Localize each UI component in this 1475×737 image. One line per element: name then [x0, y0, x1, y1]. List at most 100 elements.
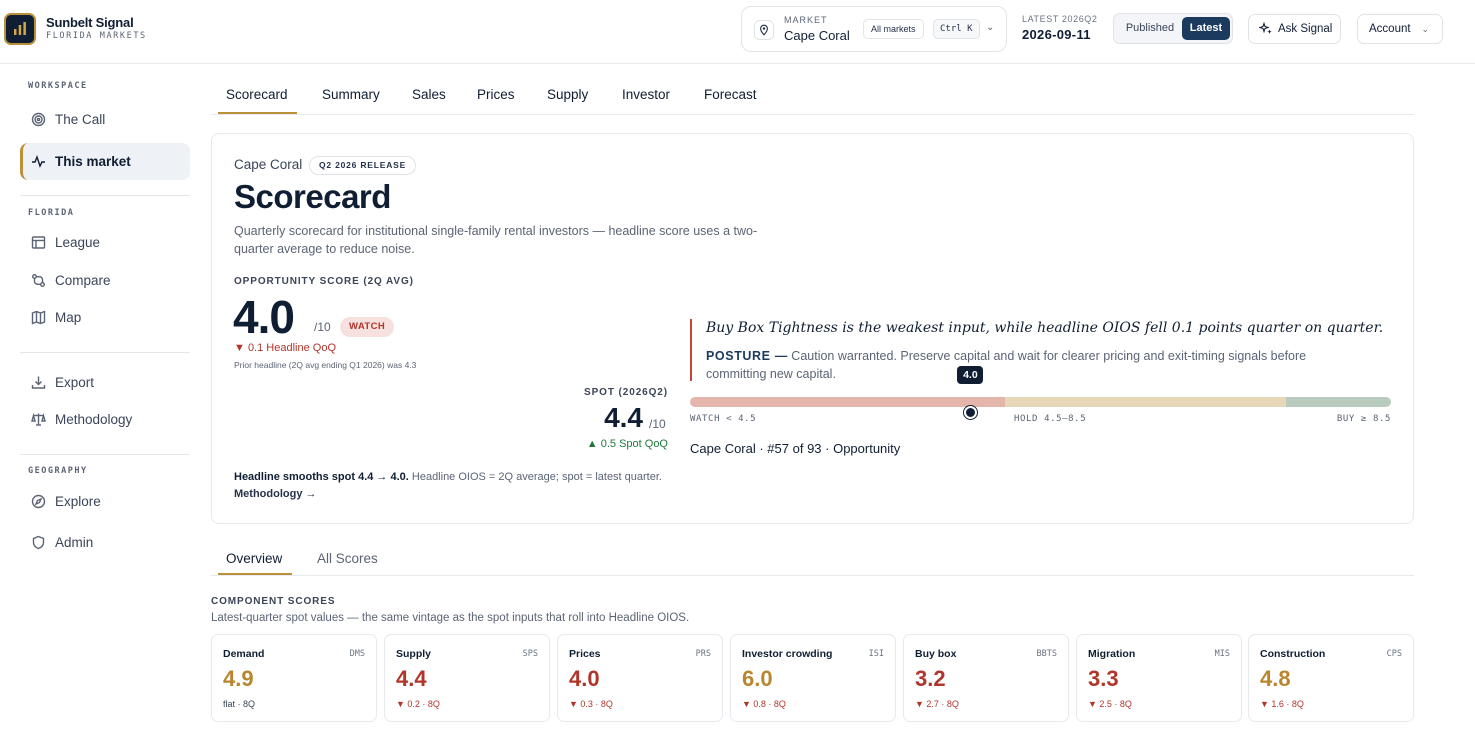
score-denominator: /10 [649, 417, 666, 431]
posture-body: Caution warranted. Preserve capital and … [706, 349, 1307, 381]
all-markets-button[interactable]: All markets [863, 19, 924, 39]
tab-forecast[interactable]: Forecast [704, 87, 757, 102]
tab-investor[interactable]: Investor [622, 87, 671, 102]
account-menu-button[interactable]: Account ⌄ [1357, 14, 1443, 44]
compass-icon [31, 494, 46, 509]
sidebar-item-compare[interactable]: Compare [20, 262, 190, 299]
sidebar-item-explore[interactable]: Explore [20, 483, 190, 520]
component-delta: ▼ 0.8 · 8Q [742, 699, 786, 709]
component-name: Supply [396, 648, 432, 660]
component-code: CPS [1386, 649, 1402, 659]
sidebar-item-export[interactable]: Export [20, 364, 190, 401]
sidebar-item-label: Admin [55, 535, 94, 550]
component-code: PRS [695, 649, 711, 659]
component-code: DMS [349, 649, 365, 659]
component-code: BBTS [1036, 649, 1057, 659]
chevron-down-icon[interactable]: ⌄ [986, 22, 995, 33]
component-card-buy-box[interactable]: Buy box BBTS 3.2 ▼ 2.7 · 8Q [903, 634, 1069, 722]
latest-vintage-label: LATEST 2026Q2 [1022, 14, 1098, 24]
component-card-demand[interactable]: Demand DMS 4.9 flat · 8Q [211, 634, 377, 722]
sidebar-item-label: Compare [55, 273, 111, 288]
published-button[interactable]: Published [1125, 22, 1175, 34]
download-icon [31, 376, 46, 389]
target-icon [31, 112, 46, 127]
chevron-down-icon: ⌄ [1421, 24, 1429, 34]
map-pin-icon [754, 20, 774, 40]
component-delta: ▼ 0.2 · 8Q [396, 699, 440, 709]
table-icon [31, 236, 46, 249]
component-name: Demand [223, 648, 265, 660]
band-hold-label: HOLD 4.5–8.5 [1014, 414, 1087, 424]
component-card-supply[interactable]: Supply SPS 4.4 ▼ 0.2 · 8Q [384, 634, 550, 722]
methodology-link[interactable]: Methodology → [234, 488, 317, 500]
release-badge: Q2 2026 RELEASE [309, 156, 417, 175]
market-selector[interactable]: MARKET Cape Coral All markets Ctrl K ⌄ [741, 6, 1007, 52]
tab-all-scores[interactable]: All Scores [317, 551, 378, 566]
component-name: Migration [1088, 648, 1136, 660]
sparkle-icon [1259, 22, 1272, 34]
active-subtab-indicator [218, 573, 292, 575]
spot-score-label: SPOT (2026Q2) [584, 387, 668, 398]
sidebar-item-league[interactable]: League [20, 224, 190, 261]
component-value: 6.0 [742, 666, 773, 691]
prior-headline-note: Prior headline (2Q avg ending Q1 2026) w… [234, 360, 417, 370]
score-denominator: /10 [314, 320, 331, 334]
tab-sales[interactable]: Sales [412, 87, 446, 102]
sidebar-item-label: Map [55, 310, 82, 325]
page-description: Quarterly scorecard for institutional si… [234, 224, 758, 256]
component-delta: ▼ 2.7 · 8Q [915, 699, 959, 709]
sidebar-item-this-market[interactable]: This market [20, 143, 190, 180]
tab-prices[interactable]: Prices [477, 87, 515, 102]
band-buy-segment [1285, 397, 1391, 407]
scorecard-card [211, 133, 1414, 524]
component-scores-subtitle: Latest-quarter spot values — the same vi… [211, 612, 690, 624]
component-card-prices[interactable]: Prices PRS 4.0 ▼ 0.3 · 8Q [557, 634, 723, 722]
latest-button[interactable]: Latest [1182, 17, 1230, 40]
market-rank: Cape Coral · #57 of 93 · Opportunity [690, 441, 901, 456]
tab-summary[interactable]: Summary [322, 87, 380, 102]
brand-logo[interactable] [4, 13, 36, 45]
score-marker [963, 406, 977, 419]
quote-accent-bar [690, 319, 692, 381]
component-name: Prices [569, 648, 601, 660]
band-buy-label: BUY ≥ 8.5 [1336, 414, 1391, 424]
sidebar-item-admin[interactable]: Admin [20, 524, 190, 561]
sidebar-item-label: This market [55, 154, 131, 169]
sidebar-item-map[interactable]: Map [20, 299, 190, 336]
compare-icon [32, 274, 45, 287]
activity-icon [32, 154, 45, 168]
sidebar-item-label: Methodology [55, 412, 133, 427]
opportunity-score-value: 4.0 [233, 291, 295, 343]
sidebar-item-label: League [55, 235, 101, 250]
sidebar-item-the-call[interactable]: The Call [20, 101, 190, 138]
component-value: 4.8 [1260, 666, 1291, 691]
tab-scorecard[interactable]: Scorecard [226, 87, 288, 102]
sidebar-divider [20, 195, 190, 196]
component-scores-title: COMPONENT SCORES [211, 596, 336, 607]
section-florida: FLORIDA [28, 208, 75, 218]
tab-overview[interactable]: Overview [226, 551, 283, 566]
component-card-investor-crowding[interactable]: Investor crowding ISI 6.0 ▼ 0.8 · 8Q [730, 634, 896, 722]
smoothing-note-bold: Headline smooths spot 4.4 → 4.0. [234, 471, 409, 483]
component-card-construction[interactable]: Construction CPS 4.8 ▼ 1.6 · 8Q [1248, 634, 1414, 722]
smoothing-note-text: Headline OIOS = 2Q average; spot = lates… [408, 471, 662, 483]
subtabs-divider [211, 575, 1414, 576]
component-value: 4.0 [569, 666, 600, 691]
component-card-migration[interactable]: Migration MIS 3.3 ▼ 2.5 · 8Q [1076, 634, 1242, 722]
headline-qoq-change: ▼ 0.1 Headline QoQ [234, 342, 336, 354]
score-band-bar [690, 397, 1391, 407]
ask-signal-button[interactable]: Ask Signal [1248, 14, 1341, 44]
sidebar-item-label: The Call [55, 112, 106, 127]
tab-supply[interactable]: Supply [547, 87, 589, 102]
shield-icon [32, 535, 45, 550]
component-delta: ▼ 2.5 · 8Q [1088, 699, 1132, 709]
sidebar-divider [20, 352, 190, 353]
headline-insight: Buy Box Tightness is the weakest input, … [706, 320, 1384, 336]
market-breadcrumb: Cape Coral [234, 157, 303, 172]
component-value: 4.9 [223, 666, 254, 691]
scale-icon [31, 412, 46, 426]
sidebar-item-methodology[interactable]: Methodology [20, 401, 190, 438]
component-value: 3.2 [915, 666, 946, 691]
component-code: ISI [868, 649, 884, 659]
component-code: MIS [1214, 649, 1230, 659]
